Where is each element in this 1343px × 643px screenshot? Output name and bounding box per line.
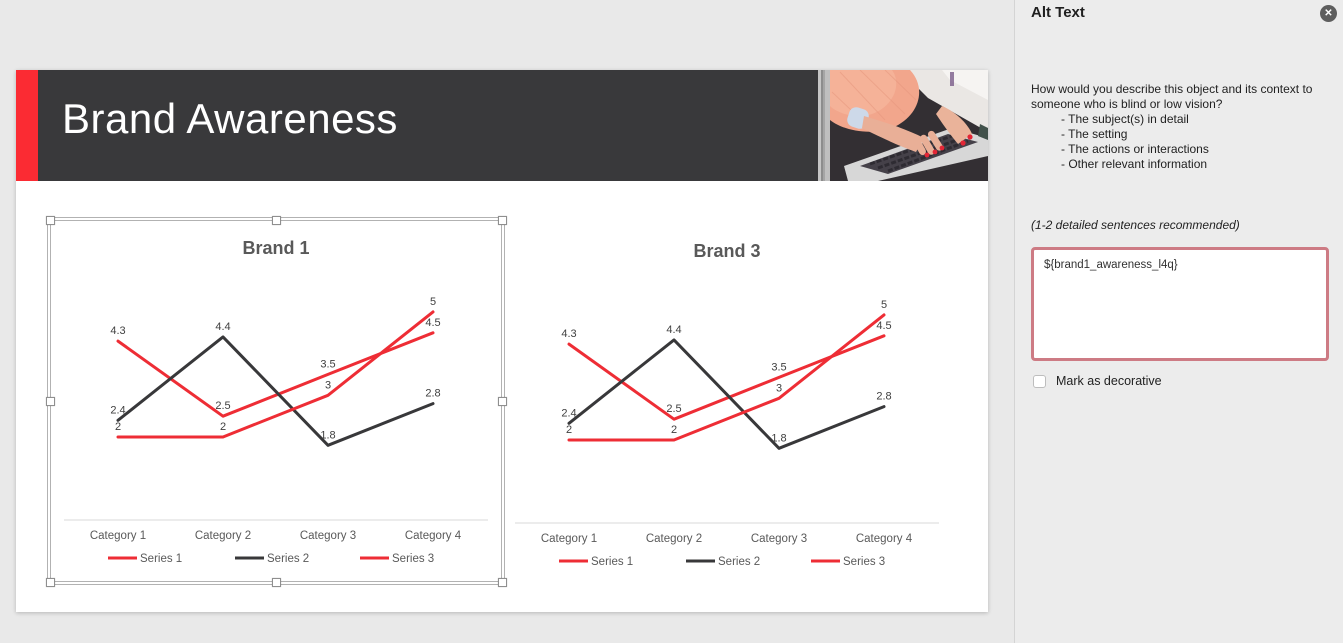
category-label: Category 2 [195, 530, 251, 542]
chart-brand1[interactable]: Brand 1 Category 1 Category 2 Category 3 Cat… [50, 220, 502, 582]
data-label: 3 [776, 382, 782, 394]
alt-text-input[interactable]: ${brand1_awareness_l4q} [1031, 247, 1329, 361]
series-line [116, 335, 435, 447]
data-label: 2 [220, 421, 226, 433]
data-label: 2.4 [110, 404, 125, 416]
selection-handle[interactable] [45, 577, 55, 587]
category-label: Category 4 [405, 530, 462, 542]
series-line [567, 334, 886, 421]
decorative-checkbox-label: Mark as decorative [1056, 374, 1162, 388]
hands-typing-illustration [830, 70, 988, 181]
bullet-item: - The setting [1061, 127, 1128, 141]
alt-text-hint: (1-2 detailed sentences recommended) [1031, 218, 1240, 232]
close-button[interactable]: ✕ [1320, 5, 1337, 22]
hands-typing-photo[interactable] [830, 70, 988, 181]
alt-text-panel: Alt Text ✕ How would you describe this o… [1014, 0, 1343, 643]
data-label: 2.5 [215, 400, 230, 412]
data-label: 2.8 [425, 388, 440, 400]
data-label: 4.4 [215, 321, 230, 333]
slide-title-band[interactable]: Brand Awareness [16, 70, 818, 181]
close-icon: ✕ [1324, 7, 1333, 19]
data-label: 4.5 [425, 317, 440, 329]
legend-label: Series 2 [718, 556, 760, 568]
data-label: 2 [115, 421, 121, 433]
legend-label: Series 1 [140, 553, 182, 565]
data-label: 2.8 [876, 391, 891, 403]
slide[interactable]: Brand Awareness [16, 70, 988, 612]
bullet-item: - The actions or interactions [1061, 142, 1209, 156]
data-label: 2 [566, 424, 572, 436]
legend-label: Series 3 [392, 553, 434, 565]
alt-text-question: How would you describe this object and i… [1031, 82, 1335, 172]
chart-title: Brand 1 [242, 238, 309, 258]
data-label: 4.4 [666, 324, 681, 336]
slide-title: Brand Awareness [62, 94, 398, 142]
bullet-item: - The subject(s) in detail [1061, 112, 1189, 126]
chart-svg: Brand 1 Category 1 Category 2 Category 3 Cat… [64, 238, 488, 565]
data-label: 4.3 [110, 325, 125, 337]
category-label: Category 2 [646, 533, 702, 545]
data-label: 5 [430, 296, 436, 308]
question-text: How would you describe this object and i… [1031, 82, 1313, 111]
selection-handle[interactable] [271, 215, 281, 225]
legend-label: Series 1 [591, 556, 633, 568]
mark-decorative-row: Mark as decorative [1033, 374, 1162, 388]
data-label: 4.5 [876, 320, 891, 332]
question-bullets: - The subject(s) in detail - The setting… [1031, 112, 1335, 172]
editing-canvas: Brand Awareness [16, 70, 988, 612]
series-line [567, 313, 886, 442]
data-label: 1.8 [320, 429, 335, 441]
data-label: 3.5 [320, 358, 335, 370]
data-label: 5 [881, 299, 887, 311]
band-separator [818, 70, 830, 181]
accent-stripe [16, 70, 38, 181]
data-label: 2 [671, 424, 677, 436]
category-label: Category 4 [856, 533, 913, 545]
chart-title: Brand 3 [693, 241, 760, 261]
series-line [116, 331, 435, 418]
category-label: Category 1 [90, 530, 146, 542]
selection-handle[interactable] [45, 396, 55, 406]
selection-handle[interactable] [271, 577, 281, 587]
selection-handle[interactable] [45, 215, 55, 225]
data-label: 3.5 [771, 361, 786, 373]
legend-label: Series 2 [267, 553, 309, 565]
data-label: 1.8 [771, 432, 786, 444]
series-line [116, 310, 435, 439]
chart-svg: Brand 3 Category 1 Category 2 Category 3 Cat… [515, 241, 939, 568]
category-label: Category 1 [541, 533, 597, 545]
panel-title: Alt Text [1031, 4, 1085, 21]
data-label: 2.4 [561, 407, 576, 419]
data-label: 4.3 [561, 328, 576, 340]
chart-brand3[interactable]: Brand 3 Category 1 Category 2 Category 3 Cat… [501, 223, 953, 585]
data-label: 2.5 [666, 403, 681, 415]
selection-handle[interactable] [497, 577, 507, 587]
selection-handle[interactable] [497, 396, 507, 406]
decorative-checkbox[interactable] [1033, 374, 1046, 388]
category-label: Category 3 [300, 530, 356, 542]
legend-label: Series 3 [843, 556, 885, 568]
data-label: 3 [325, 379, 331, 391]
bullet-item: - Other relevant information [1061, 157, 1208, 171]
selection-handle[interactable] [497, 215, 507, 225]
category-label: Category 3 [751, 533, 807, 545]
series-line [567, 338, 886, 450]
